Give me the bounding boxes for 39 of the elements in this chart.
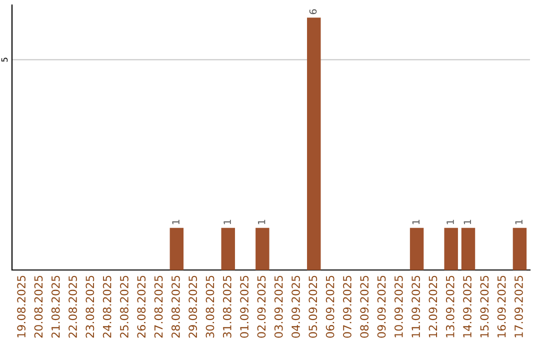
x-tick-label: 20.08.2025 xyxy=(34,276,43,338)
x-tick-label: 22.08.2025 xyxy=(68,276,77,338)
data-label: 1 xyxy=(515,220,522,224)
x-tick-label: 09.09.2025 xyxy=(377,276,386,338)
x-tick-label: 11.09.2025 xyxy=(412,276,420,338)
x-tick-label: 05.09.2025 xyxy=(308,276,318,338)
x-tick-label: 17.09.2025 xyxy=(514,276,523,338)
x-tick-label: 07.09.2025 xyxy=(343,276,352,338)
data-label: 1 xyxy=(224,220,231,224)
data-label: 1 xyxy=(172,220,180,224)
x-tick-label: 25.08.2025 xyxy=(120,276,128,338)
x-tick-label: 28.08.2025 xyxy=(171,276,180,338)
x-tick-label: 12.09.2025 xyxy=(428,276,438,338)
x-tick-label: 27.08.2025 xyxy=(154,276,163,338)
x-tick-label: 23.08.2025 xyxy=(86,276,94,338)
x-tick-label: 14.09.2025 xyxy=(463,276,472,338)
x-tick-label: 26.08.2025 xyxy=(137,276,146,338)
data-label: 1 xyxy=(412,220,420,224)
x-tick-label: 19.08.2025 xyxy=(17,276,26,338)
data-label: 6 xyxy=(309,9,317,14)
x-tick-label: 10.09.2025 xyxy=(394,276,403,338)
x-tick-label: 08.09.2025 xyxy=(360,276,369,338)
x-tick-label: 21.08.2025 xyxy=(51,276,60,338)
x-tick-label: 01.09.2025 xyxy=(240,276,248,338)
x-tick-label: 16.09.2025 xyxy=(497,276,506,338)
data-label: 1 xyxy=(258,220,266,224)
x-tick-label: 02.09.2025 xyxy=(257,276,266,338)
x-tick-label: 30.08.2025 xyxy=(206,276,214,338)
x-tick-label: 03.09.2025 xyxy=(274,276,283,338)
x-tick-label: 15.09.2025 xyxy=(480,276,489,338)
x-tick-label: 06.09.2025 xyxy=(326,276,334,338)
x-tick-label: 24.08.2025 xyxy=(102,276,112,338)
data-label: 1 xyxy=(464,220,471,224)
x-tick-label: 29.08.2025 xyxy=(188,276,198,338)
y-tick-label: 5 xyxy=(1,58,8,62)
data-label: 1 xyxy=(446,220,454,224)
x-tick-label: 13.09.2025 xyxy=(446,276,454,338)
x-tick-label: 31.08.2025 xyxy=(222,276,232,338)
x-tick-label: 04.09.2025 xyxy=(292,276,300,338)
